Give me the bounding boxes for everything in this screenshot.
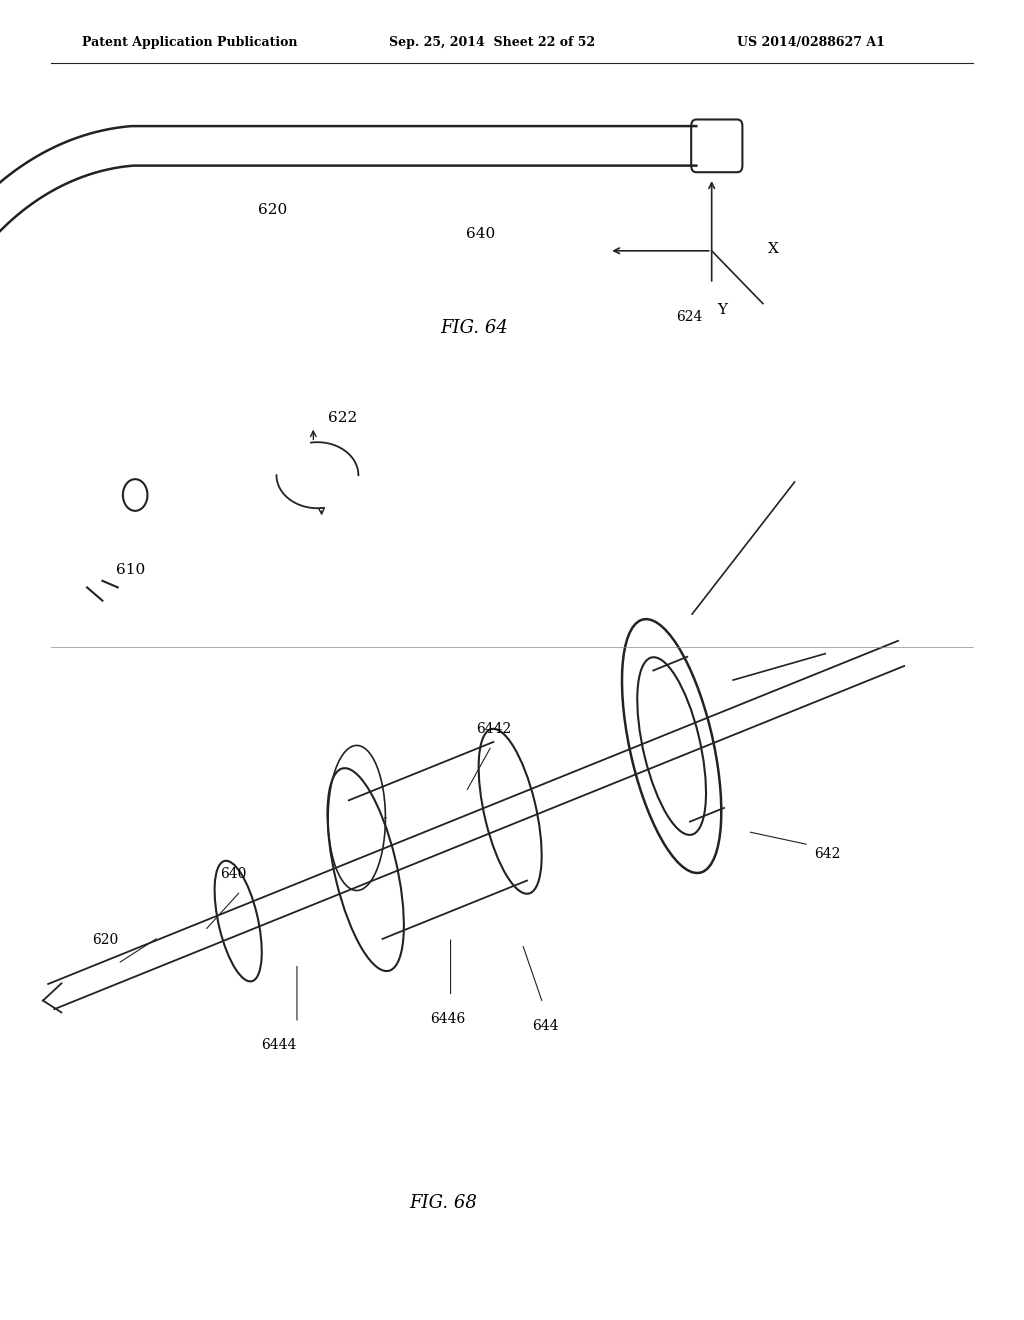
Text: 640: 640 xyxy=(220,867,247,880)
Text: FIG. 68: FIG. 68 xyxy=(410,1193,477,1212)
Text: 620: 620 xyxy=(258,203,288,216)
FancyBboxPatch shape xyxy=(691,120,742,172)
Text: 620: 620 xyxy=(92,933,119,946)
Text: 6442: 6442 xyxy=(476,722,511,735)
Text: FIG. 64: FIG. 64 xyxy=(440,318,508,337)
Text: Sep. 25, 2014  Sheet 22 of 52: Sep. 25, 2014 Sheet 22 of 52 xyxy=(389,36,595,49)
Text: 622: 622 xyxy=(328,412,357,425)
Text: X: X xyxy=(768,243,779,256)
Text: Y: Y xyxy=(717,304,727,317)
Text: 624: 624 xyxy=(676,310,702,323)
Text: Patent Application Publication: Patent Application Publication xyxy=(82,36,297,49)
Text: 640: 640 xyxy=(466,227,496,240)
Text: 610: 610 xyxy=(116,564,145,577)
Text: 6444: 6444 xyxy=(261,1039,297,1052)
Text: 644: 644 xyxy=(532,1019,559,1032)
Text: 6446: 6446 xyxy=(430,1012,465,1026)
Text: 642: 642 xyxy=(814,847,841,861)
Text: US 2014/0288627 A1: US 2014/0288627 A1 xyxy=(737,36,885,49)
